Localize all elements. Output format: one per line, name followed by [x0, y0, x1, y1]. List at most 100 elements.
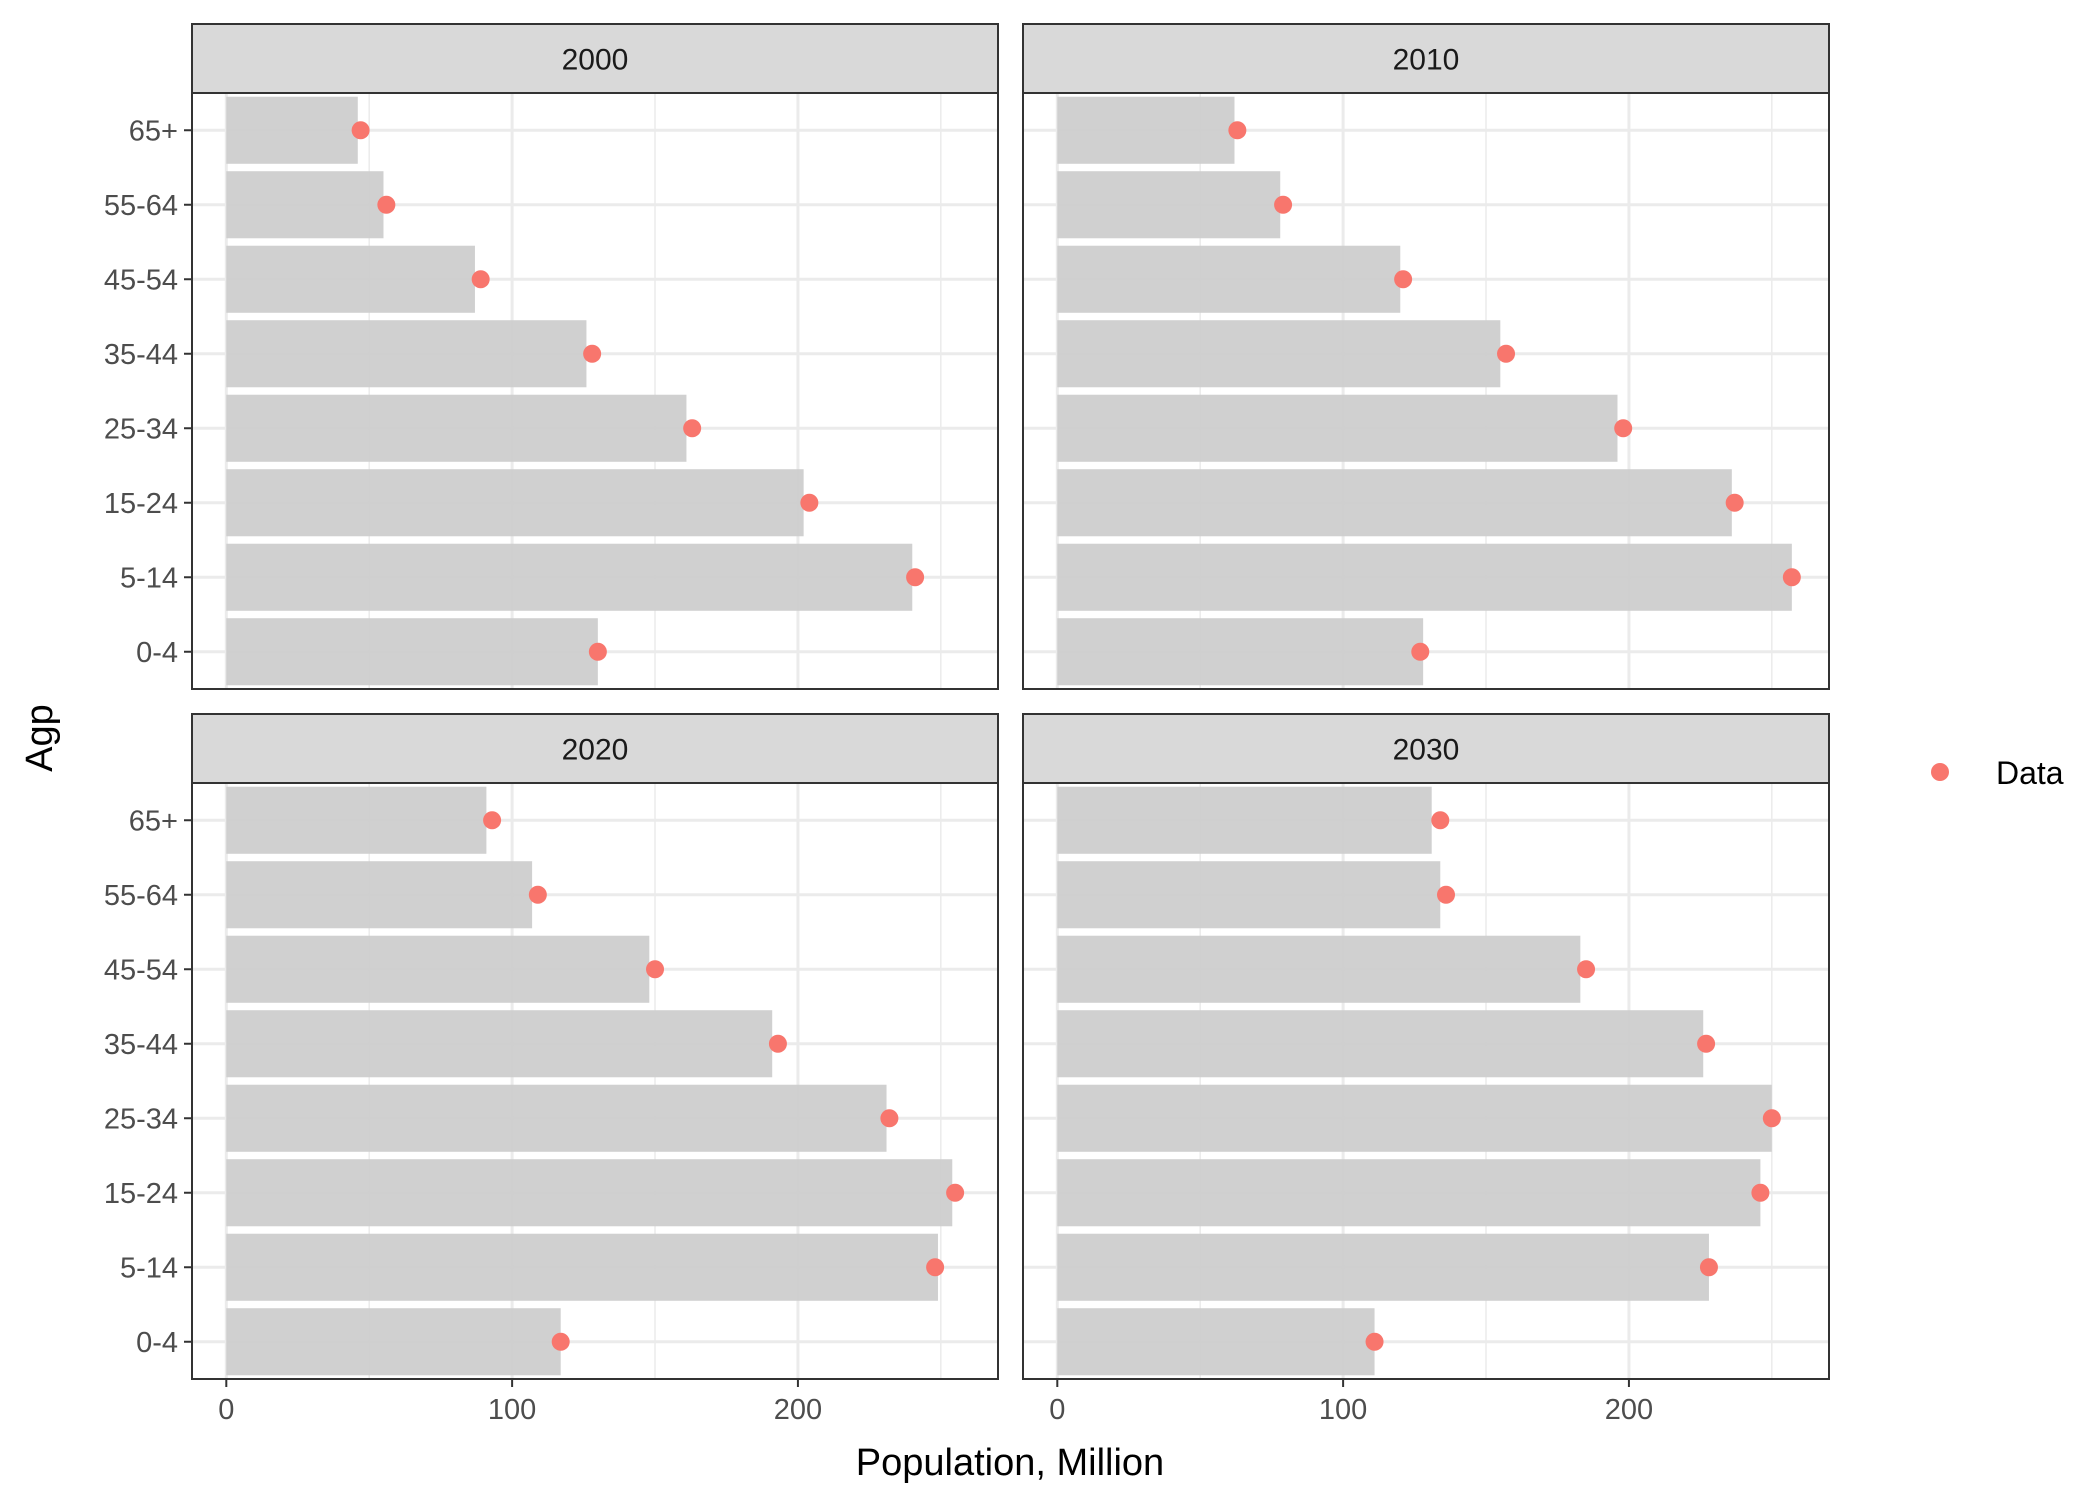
point-65+ — [1431, 811, 1450, 830]
point-65+ — [483, 811, 502, 830]
bar-0-4 — [226, 1308, 561, 1376]
bar-25-34 — [1057, 1084, 1772, 1152]
point-25-34 — [880, 1109, 899, 1128]
point-35-44 — [1697, 1034, 1716, 1053]
bar-15-24 — [226, 469, 804, 537]
bar-15-24 — [226, 1159, 953, 1227]
bar-0-4 — [1057, 1308, 1375, 1376]
point-35-44 — [583, 344, 602, 363]
point-0-4 — [1411, 642, 1430, 661]
y-tick-label: 55-64 — [104, 190, 178, 222]
bar-35-44 — [226, 320, 587, 388]
x-tick-label: 200 — [1605, 1394, 1653, 1426]
bar-5-14 — [226, 1233, 938, 1301]
panels: 20000-45-1415-2425-3435-4445-5455-6465+2… — [104, 23, 1830, 1426]
point-0-4 — [588, 642, 607, 661]
point-15-24 — [1751, 1183, 1770, 1202]
bar-0-4 — [1057, 618, 1424, 686]
point-35-44 — [1497, 344, 1516, 363]
point-15-24 — [800, 493, 819, 512]
panel-2000: 2000 0-4 5-14 15-24 25-34 35-44 45-54 55-64 65+ — [104, 23, 999, 690]
point-0-4 — [551, 1332, 570, 1351]
point-55-64 — [1274, 195, 1293, 214]
y-tick-label: 55-64 — [104, 880, 178, 912]
point-5-14 — [1699, 1258, 1718, 1277]
bar-55-64 — [1057, 861, 1441, 929]
bar-55-64 — [1057, 171, 1281, 239]
x-tick-label: 0 — [218, 1394, 234, 1426]
bar-35-44 — [1057, 1010, 1704, 1078]
bar-25-34 — [226, 394, 687, 462]
legend-key-data — [1931, 763, 1949, 781]
panel-strip — [1022, 713, 1830, 784]
y-tick-label: 0-4 — [136, 637, 178, 669]
bar-65+ — [1057, 786, 1432, 854]
bar-5-14 — [226, 543, 913, 611]
bar-5-14 — [1057, 543, 1792, 611]
y-tick-label: 5-14 — [120, 1252, 178, 1284]
point-5-14 — [906, 568, 925, 587]
panel-2030: 2030 0 100 200 — [1022, 713, 1830, 1426]
panel-title: 2030 — [1393, 734, 1460, 767]
point-65+ — [1228, 121, 1247, 140]
legend-label-data: Data — [1996, 755, 2064, 791]
x-tick-label: 100 — [488, 1394, 536, 1426]
panel-2020: 2020 0-4 5-14 15-24 25-34 35-44 45-54 55-64 65+ 0… — [104, 713, 999, 1426]
bar-45-54 — [226, 245, 475, 313]
x-axis-label: Population, Million — [856, 1442, 1164, 1484]
y-tick-label: 65+ — [129, 115, 178, 147]
bar-45-54 — [1057, 245, 1401, 313]
point-5-14 — [926, 1258, 945, 1277]
point-5-14 — [1782, 568, 1801, 587]
panel-title: 2000 — [562, 44, 629, 77]
y-tick-label: 0-4 — [136, 1327, 178, 1359]
x-tick-label: 200 — [774, 1394, 822, 1426]
bar-65+ — [226, 96, 358, 164]
panel-title: 2010 — [1393, 44, 1460, 77]
point-15-24 — [946, 1183, 965, 1202]
y-tick-label: 35-44 — [104, 339, 178, 371]
point-25-34 — [1614, 419, 1633, 438]
point-45-54 — [646, 960, 665, 979]
y-tick-label: 65+ — [129, 805, 178, 837]
panel-strip — [191, 23, 999, 94]
bar-65+ — [226, 786, 487, 854]
bar-35-44 — [226, 1010, 773, 1078]
panel-border — [1022, 92, 1830, 690]
point-0-4 — [1365, 1332, 1384, 1351]
bar-65+ — [1057, 96, 1235, 164]
panel-2010: 2010 — [1022, 23, 1830, 690]
point-15-24 — [1725, 493, 1744, 512]
panel-strip — [1022, 23, 1830, 94]
legend: Data — [1931, 755, 2064, 791]
point-45-54 — [471, 270, 490, 289]
point-65+ — [351, 121, 370, 140]
panel-title: 2020 — [562, 734, 629, 767]
point-55-64 — [528, 885, 547, 904]
y-tick-label: 25-34 — [104, 413, 178, 445]
bar-25-34 — [226, 1084, 887, 1152]
y-tick-label: 45-54 — [104, 954, 178, 986]
panel-strip — [191, 713, 999, 784]
x-tick-label: 0 — [1049, 1394, 1065, 1426]
y-tick-label: 5-14 — [120, 562, 178, 594]
bar-0-4 — [226, 618, 598, 686]
bar-15-24 — [1057, 1159, 1761, 1227]
x-tick-label: 100 — [1319, 1394, 1367, 1426]
bar-35-44 — [1057, 320, 1501, 388]
bar-15-24 — [1057, 469, 1732, 537]
bar-55-64 — [226, 171, 384, 239]
point-35-44 — [768, 1034, 787, 1053]
point-25-34 — [1762, 1109, 1781, 1128]
y-tick-label: 15-24 — [104, 1178, 178, 1210]
bar-55-64 — [226, 861, 533, 929]
point-45-54 — [1577, 960, 1596, 979]
bar-45-54 — [1057, 935, 1581, 1003]
y-tick-label: 45-54 — [104, 264, 178, 296]
bar-5-14 — [1057, 1233, 1709, 1301]
panel-border — [1022, 782, 1830, 1380]
y-axis-label: Agp — [19, 704, 61, 772]
y-tick-label: 15-24 — [104, 488, 178, 520]
point-55-64 — [377, 195, 396, 214]
